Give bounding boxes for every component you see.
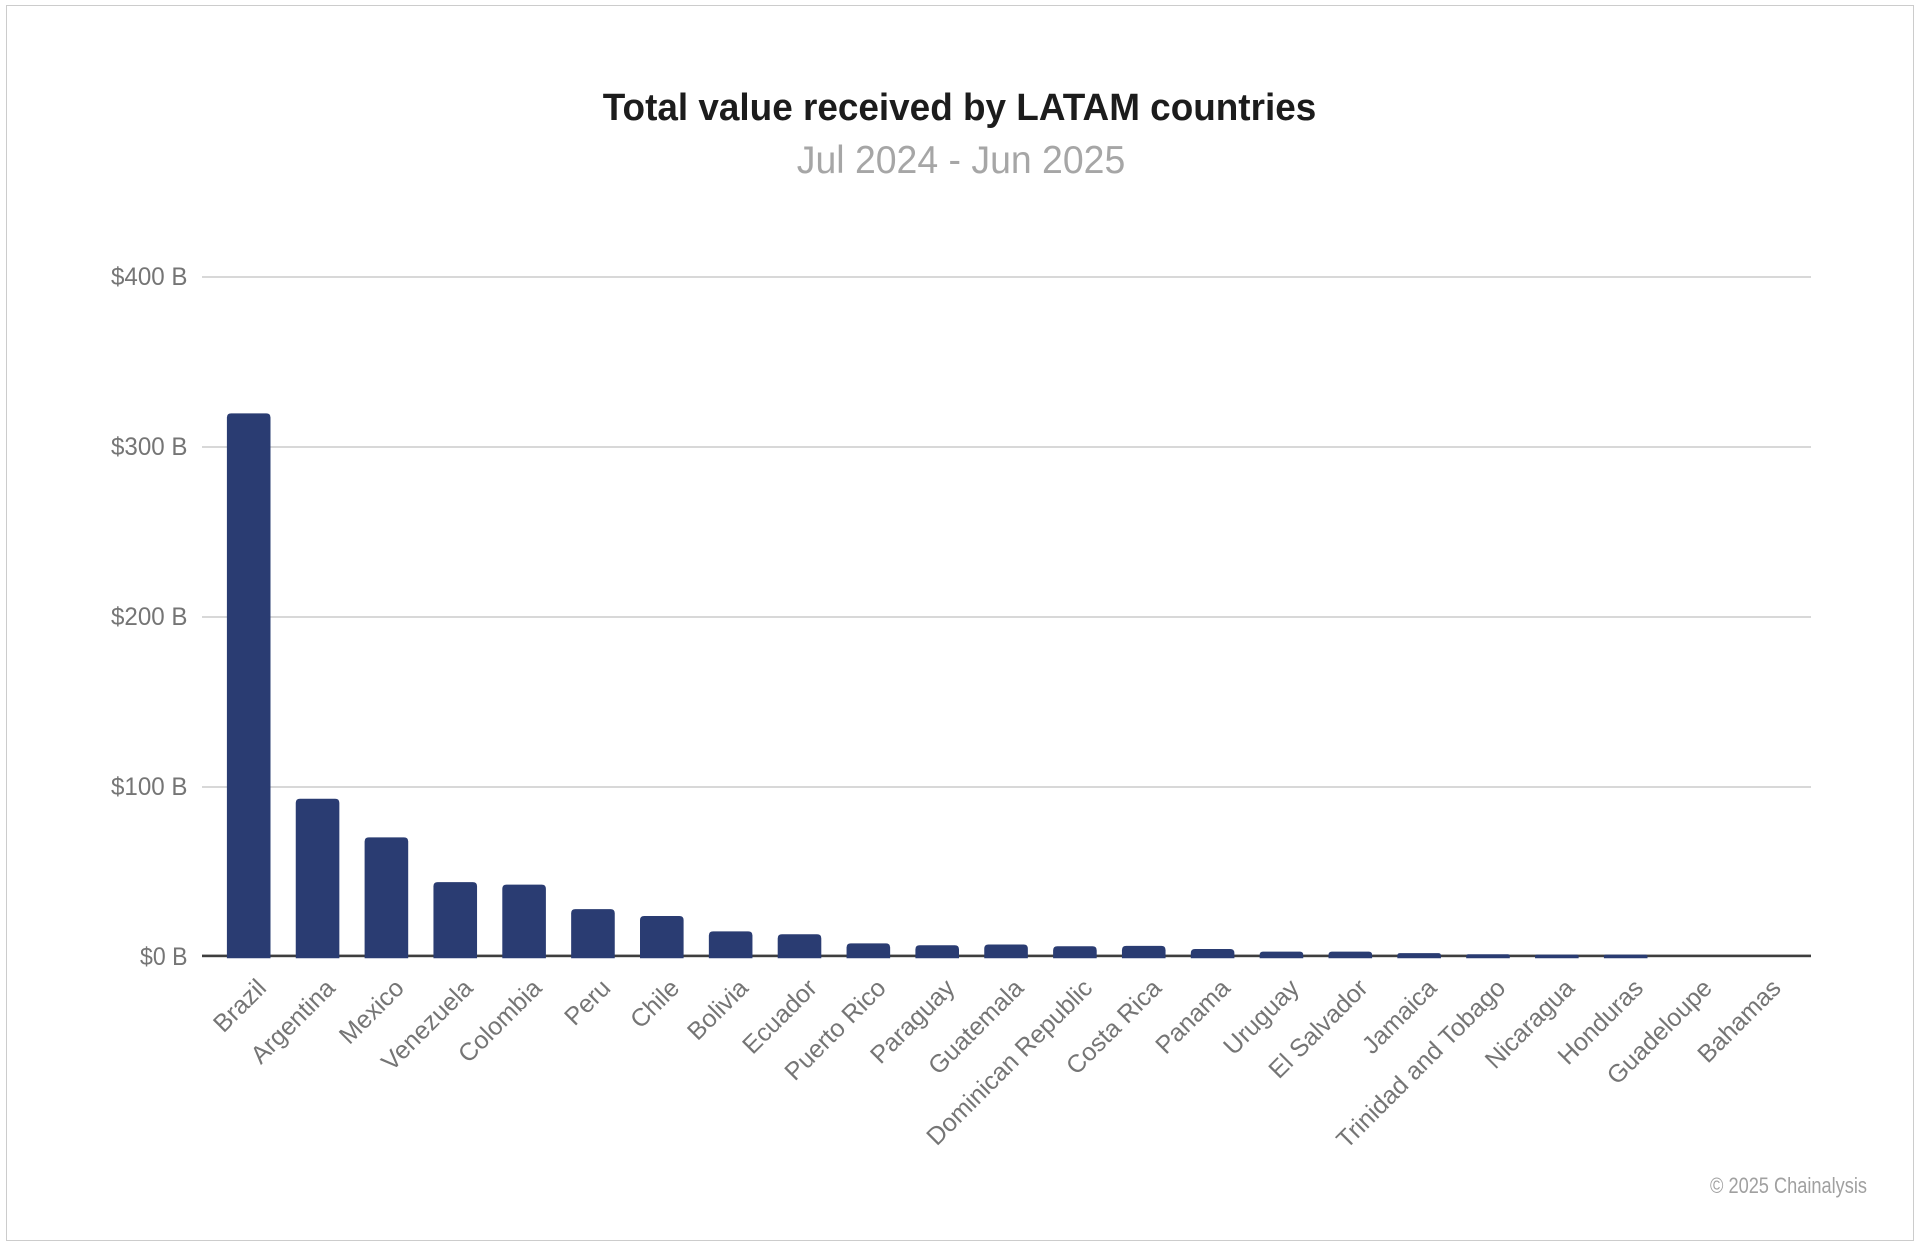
svg-text:$300 B: $300 B — [111, 433, 188, 461]
svg-text:$100 B: $100 B — [111, 773, 188, 801]
svg-text:$400 B: $400 B — [111, 263, 188, 291]
svg-text:$0 B: $0 B — [140, 943, 188, 971]
svg-text:$200 B: $200 B — [111, 603, 188, 631]
svg-text:Total value received by LATAM: Total value received by LATAM countries — [603, 87, 1317, 129]
svg-text:© 2025 Chainalysis: © 2025 Chainalysis — [1710, 1173, 1867, 1198]
svg-text:Jul 2024 - Jun 2025: Jul 2024 - Jun 2025 — [797, 139, 1126, 182]
